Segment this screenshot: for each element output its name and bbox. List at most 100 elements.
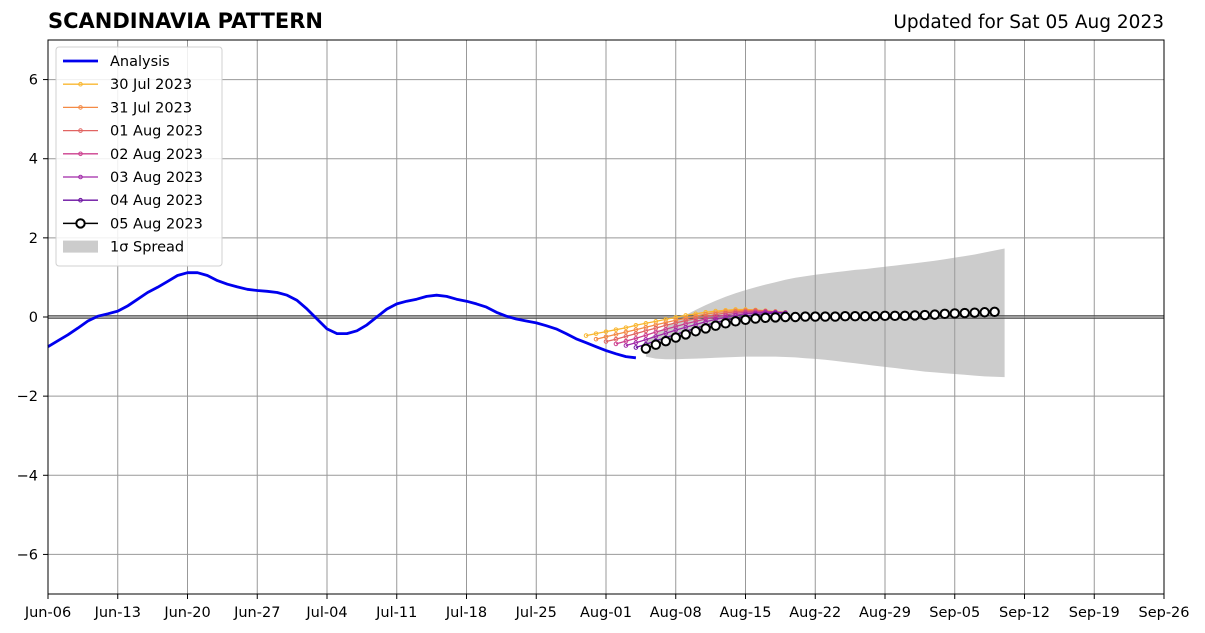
forecast-line — [625, 311, 786, 347]
current-forecast-point — [849, 311, 861, 322]
x-tick-label: Jun-27 — [233, 605, 280, 621]
forecast-point — [593, 336, 599, 342]
current-forecast-point — [810, 311, 821, 322]
y-tick-label: −4 — [17, 468, 38, 484]
x-tick-label: Jul-04 — [305, 605, 347, 621]
forecast-point — [673, 317, 679, 323]
current-forecast-point — [730, 316, 741, 327]
x-tick-label: Jun-20 — [163, 605, 210, 621]
forecast-point — [633, 345, 639, 350]
current-forecast-point — [829, 311, 841, 322]
current-forecast-point — [939, 308, 950, 320]
forecast-point — [653, 334, 659, 339]
forecast-point — [623, 343, 629, 348]
current-forecast-point — [760, 312, 771, 323]
forecast-point — [613, 327, 619, 332]
current-forecast-point — [800, 311, 811, 322]
current-forecast-point — [640, 343, 652, 354]
chart-subtitle: Updated for Sat 05 Aug 2023 — [893, 12, 1164, 33]
current-forecast-point — [770, 312, 781, 323]
x-tick-label: Jun-06 — [24, 605, 71, 621]
forecast-point — [703, 316, 708, 322]
legend-label: 01 Aug 2023 — [110, 124, 203, 140]
forecast-point — [603, 329, 609, 334]
x-tick-label: Sep-26 — [1138, 605, 1189, 621]
forecast-line — [635, 312, 786, 349]
forecast-point — [633, 323, 639, 328]
forecast-point — [623, 334, 629, 339]
forecast-point — [643, 328, 649, 334]
forecast-point — [643, 332, 649, 338]
legend-label: 03 Aug 2023 — [110, 170, 203, 186]
forecast-point — [673, 315, 679, 320]
y-tick-label: 6 — [29, 73, 38, 89]
current-forecast-point — [700, 323, 711, 334]
current-forecast-point — [909, 310, 921, 321]
x-tick-label: Aug-15 — [720, 605, 772, 621]
analysis-line — [47, 271, 637, 360]
forecast-line — [605, 310, 786, 343]
legend-label: 30 Jul 2023 — [110, 77, 192, 93]
legend-label: 1σ Spread — [110, 240, 184, 256]
current-forecast-point — [929, 309, 941, 320]
y-tick-label: 4 — [29, 152, 38, 168]
forecast-point — [643, 337, 649, 342]
y-tick-label: 0 — [29, 310, 38, 326]
current-forecast-point — [780, 311, 791, 323]
current-forecast-point — [710, 320, 721, 331]
forecast-point — [613, 332, 619, 337]
x-tick-label: Aug-01 — [580, 605, 632, 621]
forecast-point — [663, 320, 669, 325]
y-tick-label: −2 — [17, 389, 38, 405]
current-forecast-point — [859, 311, 871, 322]
chart-title: SCANDINAVIA PATTERN — [48, 9, 323, 33]
x-tick-label: Jul-25 — [515, 605, 557, 621]
current-forecast-point — [959, 307, 970, 319]
current-forecast-point — [879, 310, 891, 322]
legend-label: 31 Jul 2023 — [110, 100, 192, 116]
forecast-point — [663, 330, 669, 336]
legend-swatch-marker — [78, 81, 83, 87]
x-tick-label: Sep-19 — [1069, 605, 1120, 621]
forecast-point — [603, 339, 609, 344]
x-tick-label: Aug-22 — [789, 605, 841, 621]
x-tick-label: Aug-29 — [859, 605, 911, 621]
legend-label: Analysis — [110, 54, 170, 70]
legend-label: 05 Aug 2023 — [110, 216, 203, 232]
current-forecast-point — [919, 309, 931, 321]
legend-swatch-spread — [63, 240, 98, 253]
current-forecast-point — [680, 329, 691, 340]
x-tick-label: Jun-13 — [94, 605, 141, 621]
forecast-point — [623, 338, 629, 344]
forecast-point — [633, 336, 639, 341]
legend-swatch-marker — [75, 218, 86, 229]
current-forecast-point — [750, 313, 761, 324]
legend-label: 02 Aug 2023 — [110, 147, 203, 163]
legend-swatch-marker — [78, 174, 83, 180]
forecast-point — [623, 325, 629, 330]
current-forecast-point — [820, 311, 831, 322]
forecast-point — [613, 341, 619, 347]
forecast-point — [593, 331, 599, 336]
legend-label: 04 Aug 2023 — [110, 193, 203, 209]
current-forecast-point — [670, 332, 681, 343]
x-tick-label: Jul-18 — [445, 605, 487, 621]
x-tick-label: Sep-05 — [929, 605, 980, 621]
x-tick-label: Jul-11 — [375, 605, 417, 621]
legend-swatch-marker — [78, 197, 83, 203]
legend-swatch-marker — [78, 151, 83, 157]
current-forecast-point — [979, 307, 990, 318]
current-forecast-point — [690, 326, 701, 337]
current-forecast-point — [790, 311, 801, 323]
forecast-point — [583, 333, 589, 338]
current-forecast-point — [720, 318, 731, 329]
forecast-point — [633, 331, 639, 336]
x-tick-label: Sep-12 — [999, 605, 1050, 621]
forecast-point — [613, 336, 619, 342]
legend-box — [55, 46, 223, 267]
legend-swatch-marker — [78, 105, 83, 110]
legend-swatch-marker — [78, 128, 83, 133]
y-tick-label: −6 — [17, 547, 38, 563]
current-forecast-point — [660, 335, 671, 347]
